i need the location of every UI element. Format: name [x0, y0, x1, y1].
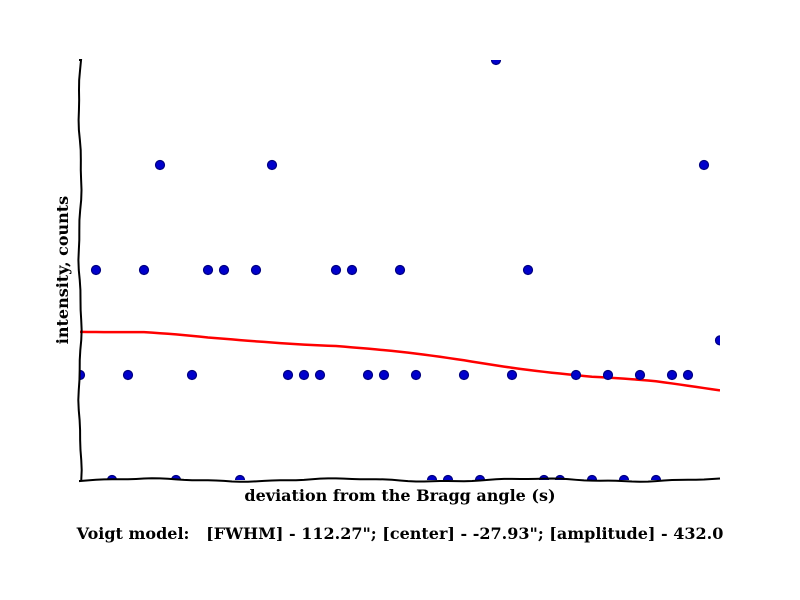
data-point: [362, 369, 374, 381]
data-point: [634, 369, 646, 381]
data-point: [298, 369, 310, 381]
data-point: [80, 369, 86, 381]
data-point: [714, 335, 720, 346]
data-point: [122, 369, 134, 381]
data-point: [650, 474, 662, 480]
data-point: [602, 369, 614, 381]
x-axis-line: [79, 477, 721, 483]
data-point: [458, 369, 470, 381]
data-point: [90, 264, 102, 276]
data-point: [394, 264, 406, 276]
data-point: [426, 474, 438, 480]
data-point: [442, 474, 454, 480]
data-point: [346, 264, 358, 276]
data-point: [218, 264, 230, 276]
y-axis-label: intensity, counts: [53, 196, 72, 344]
data-point: [202, 264, 214, 276]
data-point: [506, 369, 518, 381]
data-point: [618, 474, 630, 480]
fit-curve: [80, 330, 720, 392]
fit-caption: Voigt model: [FWHM] - 112.27"; [center] …: [76, 524, 724, 543]
plot-area: [80, 60, 720, 480]
data-point: [266, 159, 278, 171]
data-point: [314, 369, 326, 381]
data-point: [522, 264, 534, 276]
data-point: [586, 474, 598, 480]
data-point: [490, 60, 502, 66]
data-points: [80, 60, 720, 480]
data-point: [330, 264, 342, 276]
data-point: [138, 264, 150, 276]
data-point: [234, 474, 246, 480]
data-point: [410, 369, 422, 381]
data-point: [250, 264, 262, 276]
data-point: [666, 369, 678, 381]
data-point: [682, 369, 694, 381]
data-point: [554, 474, 566, 480]
x-axis-label: deviation from the Bragg angle (s): [244, 486, 555, 505]
y-axis-line: [77, 59, 83, 481]
data-point: [698, 159, 710, 171]
data-point: [154, 159, 166, 171]
data-point: [282, 369, 294, 381]
data-point: [378, 369, 390, 381]
data-point: [474, 474, 486, 480]
data-point: [570, 369, 582, 381]
data-point: [186, 369, 198, 381]
data-point: [538, 474, 550, 480]
